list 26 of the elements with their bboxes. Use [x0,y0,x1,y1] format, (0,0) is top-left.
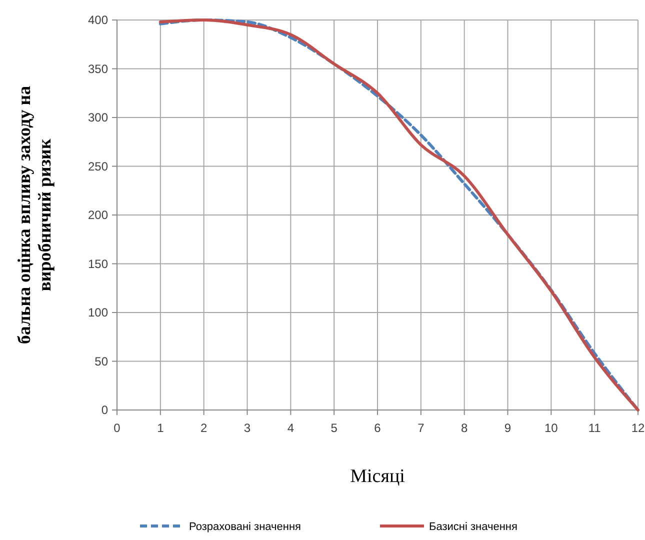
y-tick-label: 400 [88,13,108,28]
legend-label: Розраховані значення [189,520,302,533]
y-axis-title: бальна оцінка впливу заходу на виробничий ризик [14,86,55,344]
y-tick-label: 100 [88,306,108,320]
x-axis-title: Місяці [350,466,405,487]
x-tick-label: 10 [544,421,558,435]
x-tick-label: 9 [504,421,512,435]
x-tick-label: 3 [244,421,251,435]
y-tick-label: 50 [94,354,108,368]
x-tick-label: 1 [157,421,164,435]
y-tick-label: 250 [88,159,108,174]
y-tick-label: 200 [88,208,108,222]
legend-label: Базисні значення [429,520,518,533]
y-tick-label: 350 [88,62,108,76]
x-tick-label: 8 [460,421,468,435]
x-tick-label: 7 [418,421,425,435]
x-tick-label: 6 [374,421,382,435]
x-tick-label: 4 [287,421,294,435]
y-tick-label: 300 [88,110,108,125]
y-tick-label: 150 [88,256,108,271]
y-tick-label: 0 [101,403,108,418]
x-tick-label: 12 [631,421,645,435]
x-tick-label: 11 [588,421,602,435]
x-tick-label: 0 [114,421,121,435]
x-tick-label: 5 [330,421,338,435]
x-tick-label: 2 [200,421,208,435]
